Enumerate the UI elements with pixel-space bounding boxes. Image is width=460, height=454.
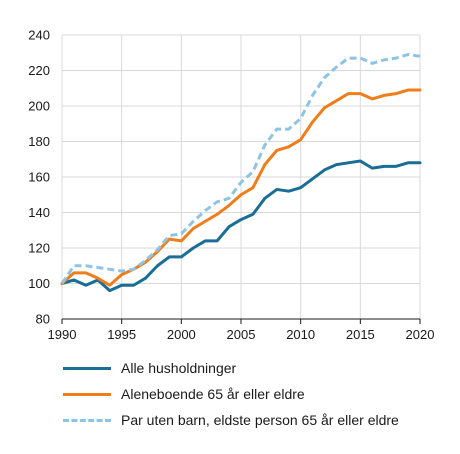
gridlines: [61, 34, 421, 320]
x-tick-label: 1995: [107, 327, 136, 342]
legend-item-aleneboende: Aleneboende 65 år eller eldre: [63, 382, 399, 406]
series-line-alle-husholdninger: [60, 159, 422, 293]
legend-item-par-uten-barn: Par uten barn, eldste person 65 år eller…: [63, 408, 399, 432]
legend-swatch: [63, 418, 111, 422]
series-line-par-uten-barn-eldste-person-65-r-eller-eldre: [60, 53, 421, 285]
x-tick-label: 2015: [346, 327, 375, 342]
legend: Alle husholdninger Aleneboende 65 år ell…: [63, 356, 399, 434]
y-tick-label: 180: [28, 134, 50, 149]
y-tick-label: 100: [28, 276, 50, 291]
y-tick-label: 120: [28, 241, 50, 256]
series-lines: [60, 53, 422, 293]
x-tick-label: 2010: [286, 327, 315, 342]
y-tick-label: 220: [28, 63, 50, 78]
legend-label: Par uten barn, eldste person 65 år eller…: [121, 412, 399, 428]
legend-item-alle-husholdninger: Alle husholdninger: [63, 356, 399, 380]
legend-label: Alle husholdninger: [121, 360, 237, 376]
y-tick-label: 140: [28, 205, 50, 220]
x-tick-label: 2020: [406, 327, 435, 342]
x-tick-label: 1990: [48, 327, 77, 342]
line-chart: 80 100 120 140 160 180 200 220 240 1990 1995 2000 20…: [28, 28, 434, 343]
y-tick-label: 200: [28, 99, 50, 114]
series-line-aleneboende-65-r-eller-eldre: [60, 88, 422, 287]
legend-swatch: [63, 366, 111, 370]
axes: 80 100 120 140 160 180 200 220 240 1990 1995 2000 20…: [28, 28, 434, 343]
x-tick-label: 2000: [167, 327, 196, 342]
legend-label: Aleneboende 65 år eller eldre: [121, 386, 305, 402]
y-tick-label: 80: [36, 312, 50, 327]
x-tick-label: 2005: [227, 327, 256, 342]
y-tick-label: 160: [28, 170, 50, 185]
y-tick-label: 240: [28, 28, 50, 43]
legend-swatch: [63, 392, 111, 396]
